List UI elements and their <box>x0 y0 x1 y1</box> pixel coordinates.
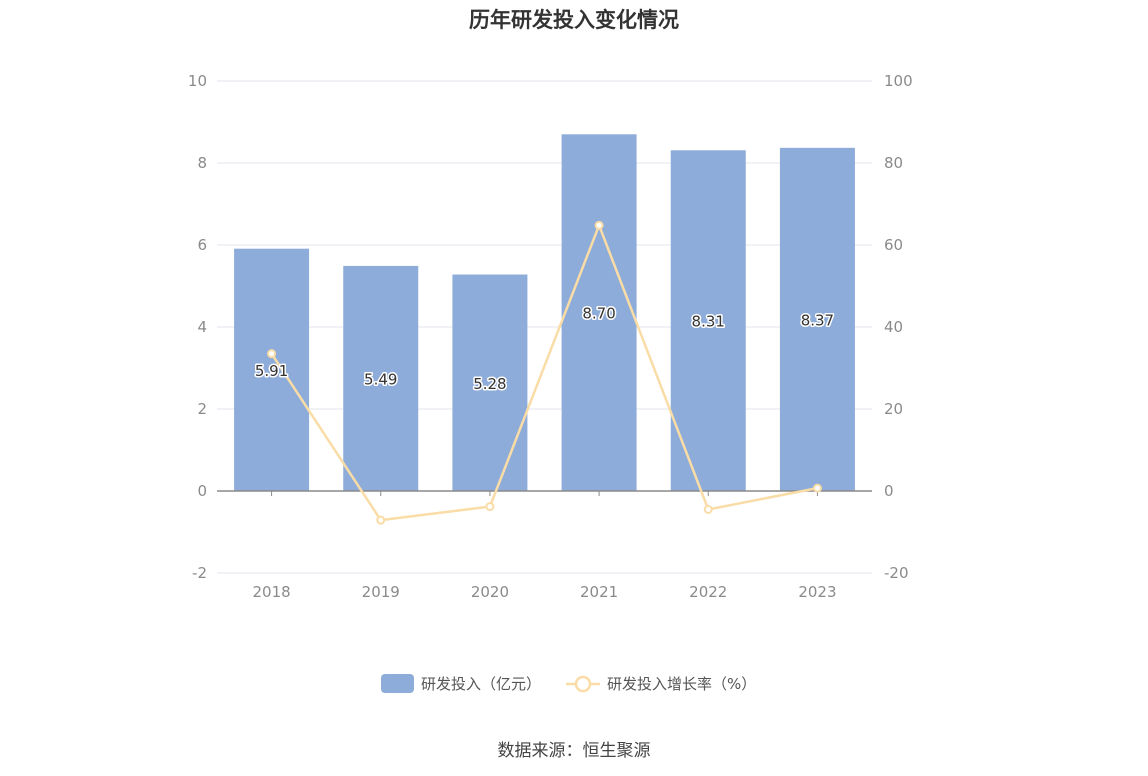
bar-value-label: 5.91 <box>255 362 288 380</box>
bar-value-label: 5.49 <box>364 370 397 388</box>
legend-bar-label[interactable]: 研发投入（亿元） <box>421 675 541 693</box>
bar-2023 <box>779 147 855 491</box>
x-tick-label: 2020 <box>471 583 509 601</box>
y-left-tick-label: -2 <box>192 564 207 582</box>
bar-2020 <box>452 274 528 491</box>
y-right-tick-label: 80 <box>884 154 903 172</box>
y-right-tick-label: 100 <box>884 72 913 90</box>
bar-value-label: 8.31 <box>692 313 725 331</box>
legend: 研发投入（亿元） 研发投入增长率（%） <box>381 674 756 693</box>
growth-point-2019 <box>376 515 386 525</box>
y-left-tick-label: 8 <box>197 154 207 172</box>
growth-point-2023 <box>812 483 822 493</box>
y-left-tick-label: 6 <box>197 236 207 254</box>
x-tick-label: 2018 <box>252 583 290 601</box>
bar-value-label: 8.37 <box>801 311 834 329</box>
bar-data-labels: 5.91 5.49 5.28 8.70 8.31 8.37 <box>253 303 835 394</box>
y-left-tick-label: 0 <box>197 482 207 500</box>
y-right-tick-label: -20 <box>884 564 909 582</box>
bar-2019 <box>343 265 419 491</box>
y-left-tick-label: 2 <box>197 400 207 418</box>
y-right-tick-label: 0 <box>884 482 894 500</box>
bar-series <box>234 134 855 492</box>
y-axis-left: -2 0 2 4 6 8 10 <box>188 72 207 582</box>
chart-title: 历年研发投入变化情况 <box>469 8 679 32</box>
growth-point-2020 <box>485 502 495 512</box>
x-tick-label: 2021 <box>580 583 618 601</box>
bar-2021 <box>561 134 637 492</box>
y-axis-right: -20 0 20 40 60 80 100 <box>884 72 913 582</box>
x-tick-label: 2022 <box>689 583 727 601</box>
bar-2018 <box>234 248 310 491</box>
growth-point-2021 <box>594 220 604 230</box>
y-left-tick-label: 4 <box>197 318 207 336</box>
x-tick-label: 2023 <box>798 583 836 601</box>
data-source-note: 数据来源：恒生聚源 <box>497 741 651 761</box>
y-right-tick-label: 60 <box>884 236 903 254</box>
legend-line-marker[interactable] <box>574 675 592 693</box>
grid-lines <box>217 80 872 574</box>
y-right-tick-label: 20 <box>884 400 903 418</box>
bar-2022 <box>670 150 746 492</box>
growth-point-2022 <box>703 504 713 514</box>
growth-rate-line <box>270 221 818 522</box>
legend-bar-swatch[interactable] <box>381 674 414 693</box>
y-left-tick-label: 10 <box>188 72 207 90</box>
bar-value-label: 5.28 <box>473 375 506 393</box>
x-axis <box>217 490 872 496</box>
x-tick-label: 2019 <box>362 583 400 601</box>
growth-point-2018 <box>267 349 277 359</box>
legend-line-label[interactable]: 研发投入增长率（%） <box>607 675 756 693</box>
y-right-tick-label: 40 <box>884 318 903 336</box>
line-series <box>267 220 822 525</box>
x-axis-labels: 2018 2019 2020 2021 2022 2023 <box>252 583 836 601</box>
bar-value-label: 8.70 <box>582 305 615 323</box>
